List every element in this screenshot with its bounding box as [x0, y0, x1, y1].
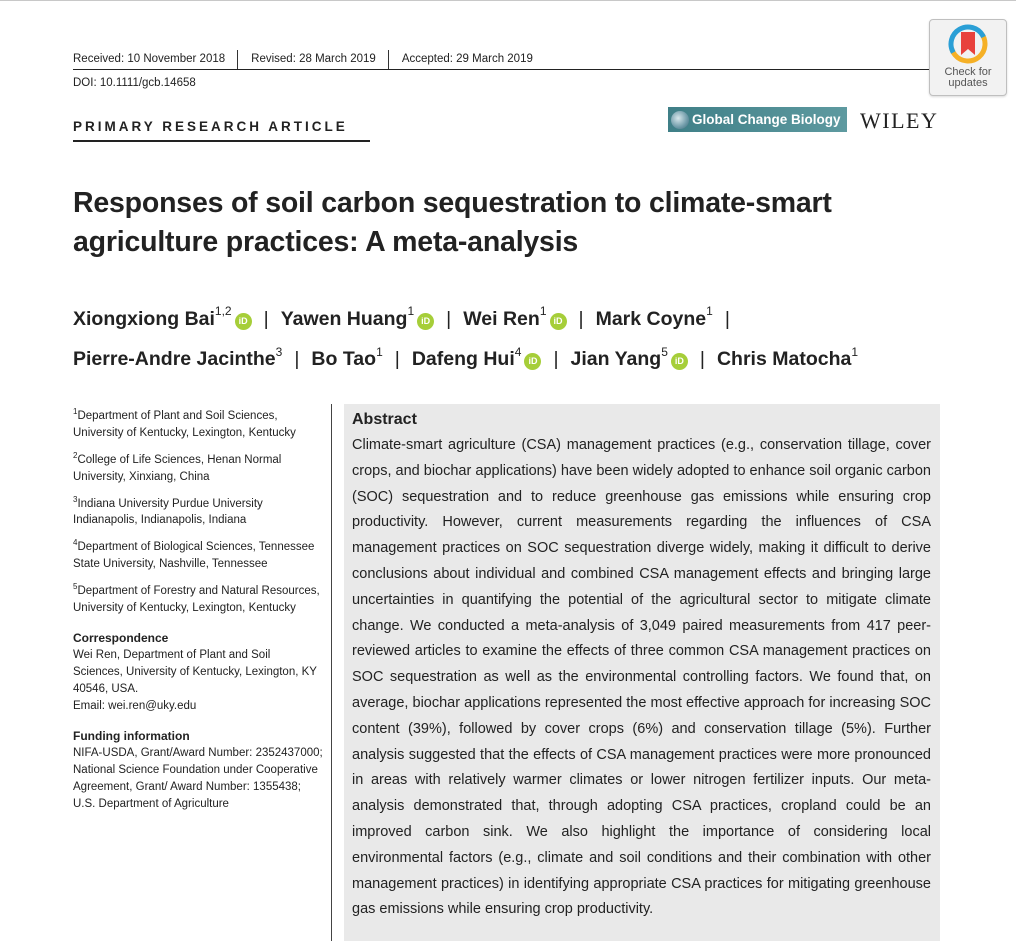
funding-heading: Funding information — [73, 729, 190, 744]
journal-name: Global Change Biology — [692, 112, 841, 127]
affiliation-number: 3 — [73, 494, 78, 504]
affiliation-number: 1 — [73, 407, 78, 416]
revised-date: Revised: 28 March 2019 — [251, 53, 376, 65]
author-affiliation-number: 1 — [706, 304, 713, 318]
author-name: Pierre-Andre Jacinthe — [73, 348, 276, 370]
received-date: Received: 10 November 2018 — [73, 53, 226, 65]
header-rule — [73, 69, 941, 70]
check-updates-label-line2: updates — [948, 77, 988, 89]
check-for-updates-icon — [948, 24, 988, 64]
author-separator: | — [553, 348, 559, 370]
affiliation-text: Department of Plant and Soil Sciences, U… — [73, 409, 296, 439]
affiliation-number: 4 — [73, 538, 78, 548]
affiliation-text: Indiana University Purdue University Ind… — [73, 497, 263, 527]
author-name: Wei Ren — [463, 307, 540, 330]
affiliation-text: Department of Biological Sciences, Tenne… — [73, 541, 315, 571]
column-divider — [331, 404, 332, 941]
orcid-icon[interactable]: iD — [234, 312, 252, 330]
author-affiliation-number: 1 — [407, 304, 415, 318]
author-separator: | — [263, 307, 269, 330]
author-name: Dafeng Hui — [411, 348, 515, 370]
doi[interactable]: DOI: 10.1111/gcb.14658 — [73, 77, 196, 89]
author-separator: | — [394, 348, 400, 370]
date-separator — [387, 50, 389, 70]
correspondence-text: Wei Ren, Department of Plant and Soil Sc… — [73, 649, 317, 696]
author-separator: | — [724, 307, 730, 330]
check-updates-label-line1: Check for — [944, 66, 992, 78]
article-title: Responses of soil carbon sequestration t… — [73, 187, 832, 258]
affiliation-number: 2 — [73, 450, 78, 460]
affiliation: 3Indiana University Purdue University In… — [73, 491, 323, 530]
author-separator: | — [446, 307, 452, 330]
affiliation-text: College of Life Sciences, Henan Normal U… — [73, 453, 282, 483]
affiliation-number: 5 — [73, 582, 78, 592]
date-separator — [237, 50, 239, 70]
author-name: Jian Yang — [570, 348, 662, 370]
author-separator: | — [294, 348, 300, 370]
author-affiliation-number: 4 — [514, 344, 522, 359]
orcid-icon[interactable]: iD — [549, 312, 567, 330]
author[interactable]: Chris Matocha1 — [716, 344, 859, 371]
journal-globe-icon — [671, 110, 689, 129]
author[interactable]: Dafeng Hui4iD — [411, 344, 542, 370]
affiliation-text: Department of Forestry and Natural Resou… — [73, 585, 320, 615]
author-name: Chris Matocha — [716, 348, 852, 370]
author-name: Yawen Huang — [280, 307, 408, 330]
abstract-box: Abstract Climate-smart agriculture (CSA)… — [344, 404, 940, 941]
check-for-updates-button[interactable]: Check for updates — [929, 19, 1007, 96]
affiliation-list: 1Department of Plant and Soil Sciences, … — [73, 403, 323, 617]
author-list: Xiongxiong Bai1,2iD | Yawen Huang1iD | Wei R… — [73, 296, 943, 377]
author-affiliation-number: 5 — [661, 344, 668, 359]
article-type: PRIMARY RESEARCH ARTICLE — [73, 119, 348, 134]
orcid-icon[interactable]: iD — [417, 312, 435, 330]
author-affiliation-number: 1 — [851, 344, 859, 359]
affiliation: 2College of Life Sciences, Henan Normal … — [73, 447, 323, 486]
author-separator: | — [699, 348, 705, 370]
affiliation: 4Department of Biological Sciences, Tenn… — [73, 534, 323, 573]
author-affiliation-number: 1 — [539, 304, 547, 318]
orcid-icon[interactable]: iD — [670, 353, 688, 370]
journal-logo[interactable]: Global Change Biology — [668, 107, 847, 132]
abstract-heading: Abstract — [352, 411, 417, 428]
author-name: Mark Coyne — [595, 307, 707, 330]
orcid-icon[interactable]: iD — [524, 353, 542, 370]
top-border — [0, 0, 1016, 1]
author-affiliation-number: 1,2 — [214, 304, 232, 318]
author-affiliation-number: 1 — [376, 344, 383, 359]
author-name: Bo Tao — [311, 348, 377, 370]
correspondence-heading: Correspondence — [73, 631, 169, 646]
abstract-text: Climate-smart agriculture (CSA) manageme… — [352, 437, 931, 918]
author[interactable]: Yawen Huang1iD — [280, 304, 435, 330]
author-affiliation-number: 3 — [275, 344, 283, 359]
author[interactable]: Jian Yang5iD — [570, 344, 688, 370]
affiliation: 1Department of Plant and Soil Sciences, … — [73, 403, 323, 442]
publication-dates: Received: 10 November 2018 Revised: 28 M… — [73, 48, 545, 70]
author-name: Xiongxiong Bai — [73, 307, 215, 330]
publisher-logo[interactable]: WILEY — [860, 108, 939, 133]
author[interactable]: Pierre-Andre Jacinthe3 — [73, 344, 283, 371]
accepted-date: Accepted: 29 March 2019 — [401, 53, 533, 65]
author[interactable]: Wei Ren1iD — [463, 304, 567, 330]
article-type-underline — [73, 140, 370, 142]
affiliation: 5Department of Forestry and Natural Reso… — [73, 578, 323, 617]
author-separator: | — [578, 307, 584, 330]
author[interactable]: Xiongxiong Bai1,2iD — [73, 304, 252, 330]
author[interactable]: Bo Tao1 — [311, 344, 383, 371]
funding-text: NIFA-USDA, Grant/Award Number: 235243700… — [73, 747, 323, 811]
correspondence-email[interactable]: Email: wei.ren@uky.edu — [73, 700, 197, 713]
author[interactable]: Mark Coyne1 — [595, 304, 713, 330]
sidebar: 1Department of Plant and Soil Sciences, … — [73, 403, 323, 813]
